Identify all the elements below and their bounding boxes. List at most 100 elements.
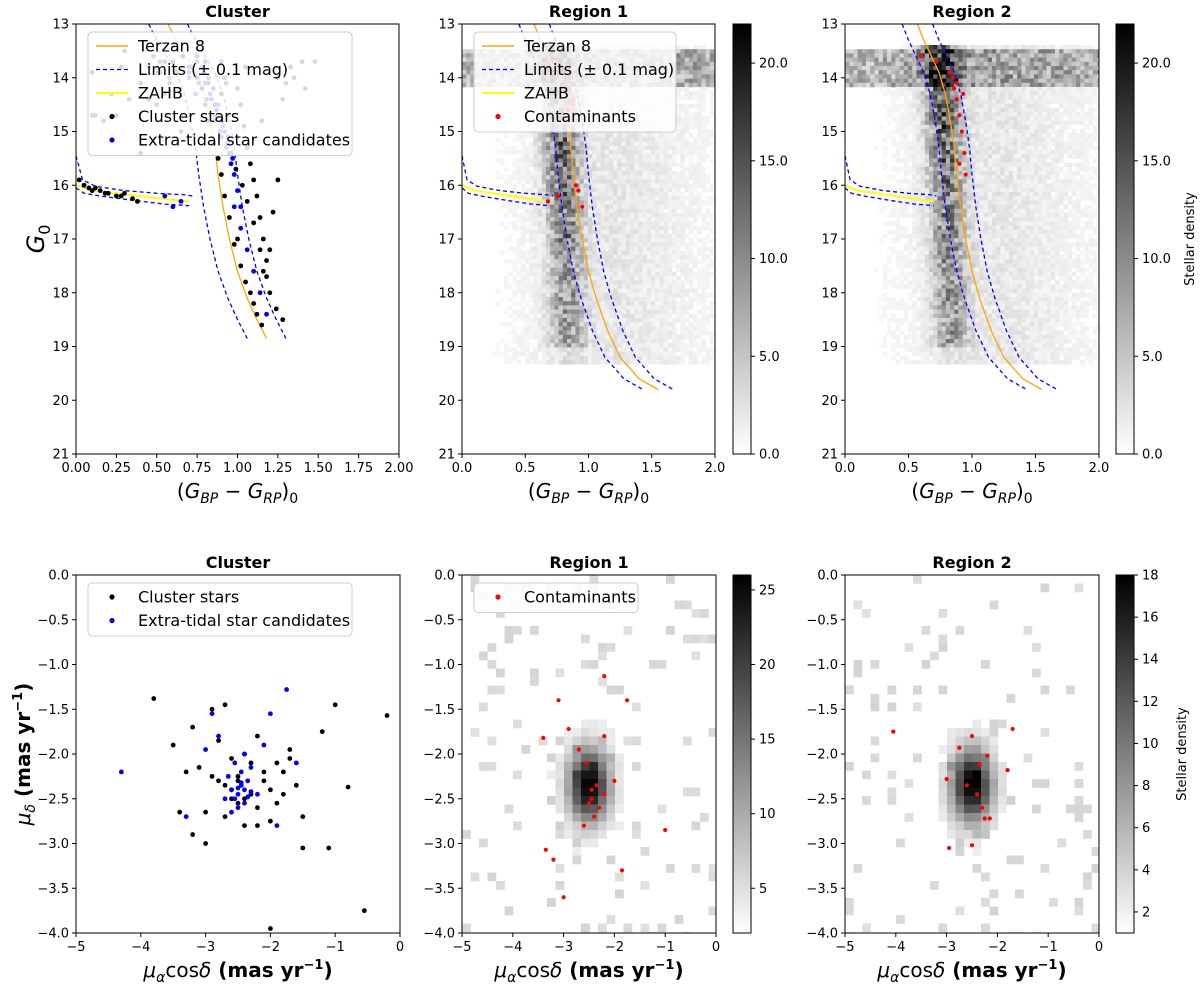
heatmap-cell [596, 183, 601, 189]
heatmap-cell [916, 53, 921, 58]
heatmap-cell [567, 141, 572, 147]
heatmap-cell [571, 192, 576, 197]
heatmap-cell [882, 70, 888, 75]
heatmap-cell [663, 330, 669, 336]
heatmap-cell [546, 238, 551, 243]
heatmap-cell [912, 74, 917, 79]
heatmap-cell [613, 166, 618, 172]
heatmap-cell [554, 183, 559, 189]
heatmap-cell [861, 70, 867, 75]
heatmap-cell [554, 250, 559, 256]
heatmap-cell [579, 141, 585, 147]
heatmap-cell [1025, 108, 1031, 113]
heatmap-cell [667, 297, 673, 302]
heatmap-cell [651, 246, 656, 252]
heatmap-cell [1034, 112, 1039, 117]
heatmap-cell [512, 288, 517, 294]
heatmap-cell [558, 154, 564, 159]
heatmap-cell [604, 166, 610, 172]
heatmap-cell [546, 183, 551, 189]
heatmap-cell [583, 175, 589, 180]
heatmap-cell [508, 204, 513, 210]
heatmap-cell [887, 87, 892, 92]
data-point [76, 177, 82, 183]
heatmap-cell [688, 187, 694, 193]
data-point [231, 204, 237, 210]
heatmap-cell [899, 70, 905, 75]
heatmap-cell [621, 166, 627, 172]
heatmap-cell [516, 150, 522, 155]
heatmap-cell [1050, 95, 1056, 100]
heatmap-cell [617, 313, 622, 319]
heatmap-cell [684, 292, 690, 298]
heatmap-cell [1004, 116, 1010, 121]
heatmap-cell [870, 74, 875, 79]
heatmap-cell [575, 238, 580, 243]
data-point [227, 215, 232, 220]
heatmap-cell [667, 343, 673, 348]
heatmap-cell [849, 49, 854, 54]
heatmap-cell [1042, 87, 1047, 92]
heatmap-cell [1059, 57, 1064, 63]
heatmap-cell [667, 301, 673, 306]
heatmap-cell [684, 204, 690, 210]
heatmap-cell [1029, 91, 1035, 96]
heatmap-cell [1071, 74, 1077, 79]
heatmap-cell [554, 208, 559, 214]
heatmap-cell [621, 137, 627, 142]
heatmap-cell [554, 246, 559, 252]
heatmap-cell [541, 355, 547, 361]
heatmap-cell [874, 61, 879, 67]
heatmap-cell [684, 183, 690, 189]
heatmap-cell [887, 112, 892, 117]
heatmap-cell [701, 339, 706, 344]
heatmap-cell [604, 288, 610, 294]
heatmap-cell [663, 292, 669, 298]
heatmap-cell [849, 66, 854, 71]
heatmap-cell [1029, 112, 1035, 117]
y-tick-label: 16 [438, 179, 455, 194]
heatmap-cell [525, 330, 530, 336]
heatmap-cell [966, 78, 972, 84]
heatmap-cell [470, 70, 475, 75]
heatmap-cell [533, 213, 538, 218]
heatmap-cell [508, 192, 513, 197]
heatmap-cell [1097, 53, 1099, 58]
heatmap-cell [693, 49, 698, 54]
heatmap-cell [1042, 70, 1047, 75]
heatmap-cell [554, 280, 559, 285]
heatmap-cell [646, 225, 652, 231]
heatmap-cell [1071, 70, 1077, 75]
heatmap-cell [866, 57, 871, 63]
heatmap-cell [920, 124, 926, 130]
legend-label: Contaminants [524, 107, 636, 126]
heatmap-cell [983, 78, 989, 84]
heatmap-cell [684, 78, 690, 84]
heatmap-cell [680, 150, 685, 155]
heatmap-cell [688, 238, 694, 243]
heatmap-cell [688, 339, 694, 344]
heatmap-cell [588, 229, 593, 235]
heatmap-cell [604, 242, 610, 247]
heatmap-cell [1046, 74, 1052, 79]
heatmap-cell [613, 334, 618, 340]
heatmap-cell [1063, 66, 1068, 71]
heatmap-cell [882, 49, 888, 54]
heatmap-cell [667, 309, 673, 315]
heatmap-cell [924, 95, 930, 100]
heatmap-cell [655, 343, 660, 348]
heatmap-cell [1088, 45, 1094, 50]
heatmap-cell [575, 200, 580, 205]
heatmap-cell [709, 229, 715, 235]
heatmap-cell [1042, 57, 1047, 63]
heatmap-cell [504, 213, 509, 218]
heatmap-cell [600, 238, 606, 243]
heatmap-cell [541, 208, 547, 214]
heatmap-cell [630, 213, 635, 218]
heatmap-cell [861, 57, 867, 63]
heatmap-cell [604, 263, 610, 268]
heatmap-cell [1046, 70, 1052, 75]
heatmap-cell [680, 74, 685, 79]
heatmap-cell [617, 150, 622, 155]
heatmap-cell [693, 326, 698, 331]
